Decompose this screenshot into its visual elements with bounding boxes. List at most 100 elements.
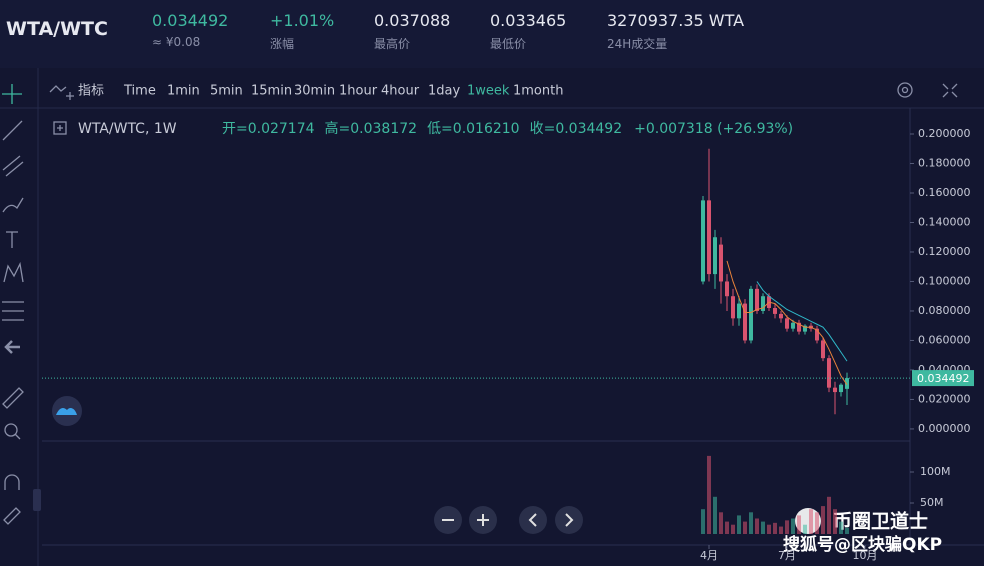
stat: 0.033465 最低价 <box>490 11 566 52</box>
last-price-badge <box>912 370 974 387</box>
interval-button[interactable]: 5min <box>210 84 243 99</box>
volume-bar <box>731 524 735 534</box>
candle-body <box>791 322 795 329</box>
chart-area: 指标 WTA/WTC, 1W 币圈卫道士 搜狐号@区块骗QKP Time 1min… <box>0 68 984 566</box>
y-tick-label: 0.020000 <box>918 392 971 405</box>
interval-button[interactable]: 1min <box>167 84 200 99</box>
ohlc-value: 收=0.034492 <box>530 121 623 137</box>
volume-bar <box>845 527 849 534</box>
volume-tick-label: 50M <box>920 496 944 509</box>
volume-bar <box>767 524 771 534</box>
y-tick-label: 0.180000 <box>918 157 971 170</box>
y-tick-label: 0.120000 <box>918 245 971 258</box>
crosshair-tool[interactable] <box>2 84 22 104</box>
interval-button[interactable]: 1day <box>428 84 460 99</box>
collapse-toolbar[interactable] <box>33 489 41 511</box>
stat-value: 0.037088 <box>374 11 451 30</box>
candle-body <box>815 328 819 341</box>
settings-button[interactable] <box>897 82 913 98</box>
x-tick-label: 4月 <box>700 549 718 562</box>
scroll-left-button[interactable] <box>519 506 547 534</box>
candle-body <box>707 200 711 275</box>
stat-value: 3270937.35 WTA <box>607 11 745 30</box>
indicator-icon[interactable] <box>49 85 74 100</box>
candle-body <box>773 308 777 314</box>
zoom-in-button[interactable] <box>469 506 497 534</box>
candle-body <box>761 296 765 311</box>
stat-value: 0.033465 <box>490 11 567 30</box>
interval-button[interactable]: 15min <box>251 84 292 99</box>
y-tick-label: 0.060000 <box>918 333 971 346</box>
change-value: +0.007318 (+26.93%) <box>634 121 793 137</box>
volume-bar <box>827 496 831 534</box>
stat-value: +1.01% <box>270 11 335 30</box>
ohlc-value: 高=0.038172 <box>325 120 418 137</box>
trendline-tool[interactable] <box>2 120 23 141</box>
y-tick-label: 0.160000 <box>918 186 971 199</box>
x-tick-label: 7月 <box>778 549 796 562</box>
y-tick-label: 0.000000 <box>918 422 971 435</box>
y-tick-label: 0.140000 <box>918 215 971 228</box>
brush-tool[interactable] <box>2 197 24 213</box>
candle-body <box>737 303 741 319</box>
candle-body <box>701 200 705 282</box>
interval-button[interactable]: 30min <box>294 84 335 99</box>
fib-tool[interactable] <box>2 301 24 321</box>
volume-bar <box>743 521 747 534</box>
back-tool[interactable] <box>4 340 20 354</box>
logo <box>52 396 82 426</box>
pattern-tool[interactable] <box>3 261 24 283</box>
lock-tool[interactable] <box>3 507 21 525</box>
candle-body <box>845 378 849 389</box>
interval-button[interactable]: 4hour <box>381 84 420 99</box>
candle-body <box>755 288 759 311</box>
stat-label: 涨幅 <box>270 37 295 51</box>
magnet-tool[interactable] <box>4 474 20 490</box>
volume-bar <box>749 512 753 534</box>
zoom-out-button[interactable] <box>434 506 462 534</box>
ohlc-value: 低=0.016210 <box>427 121 520 137</box>
candle-body <box>749 288 753 341</box>
nav-buttons <box>434 506 583 534</box>
interval-button[interactable]: 1month <box>513 84 563 99</box>
text-tool[interactable] <box>6 231 18 248</box>
fullscreen-button[interactable] <box>942 83 958 98</box>
watermark-line2: 搜狐号@区块骗QKP <box>783 534 942 555</box>
volume-tick-label: 100M <box>920 465 951 478</box>
y-tick-label: 0.080000 <box>918 304 971 317</box>
zoom-tool[interactable] <box>4 423 21 440</box>
interval-button[interactable]: 1week <box>467 84 510 99</box>
candle-body <box>743 303 747 341</box>
x-tick-label: 10月 <box>853 549 878 562</box>
candle-body <box>803 325 807 332</box>
stat: 3270937.35 WTA 24H成交量 <box>607 11 744 52</box>
candle-body <box>827 358 831 388</box>
volume-bar <box>833 509 837 534</box>
parallel-tool[interactable] <box>2 155 24 177</box>
volume-bar <box>809 509 813 534</box>
stat-label: 最低价 <box>490 37 527 51</box>
candle-body <box>797 322 801 332</box>
volume-bar <box>701 509 705 534</box>
interval-button[interactable]: Time <box>123 84 156 99</box>
pair-name: WTA/WTC <box>6 18 108 40</box>
volume-bar <box>755 518 759 534</box>
ruler-tool[interactable] <box>2 387 24 409</box>
add-symbol-button[interactable] <box>53 121 67 135</box>
watermark-line1: 币圈卫道士 <box>833 510 928 533</box>
symbol-label[interactable]: WTA/WTC, 1W <box>78 121 177 137</box>
volume-bar <box>797 515 801 534</box>
stat-value: 0.034492 <box>152 11 229 30</box>
interval-button[interactable]: 1hour <box>339 84 378 99</box>
volume-bar <box>719 512 723 534</box>
volume-bar <box>773 522 777 534</box>
scroll-right-button[interactable] <box>555 506 583 534</box>
candle-body <box>821 340 825 359</box>
stat-label: 最高价 <box>374 37 411 51</box>
volume-bar <box>713 496 717 534</box>
indicator-button[interactable]: 指标 <box>78 84 104 99</box>
y-tick-label: 0.100000 <box>918 274 971 287</box>
volume-bar <box>785 520 789 534</box>
stat: +1.01% 涨幅 <box>270 11 334 52</box>
candle-body <box>785 318 789 329</box>
